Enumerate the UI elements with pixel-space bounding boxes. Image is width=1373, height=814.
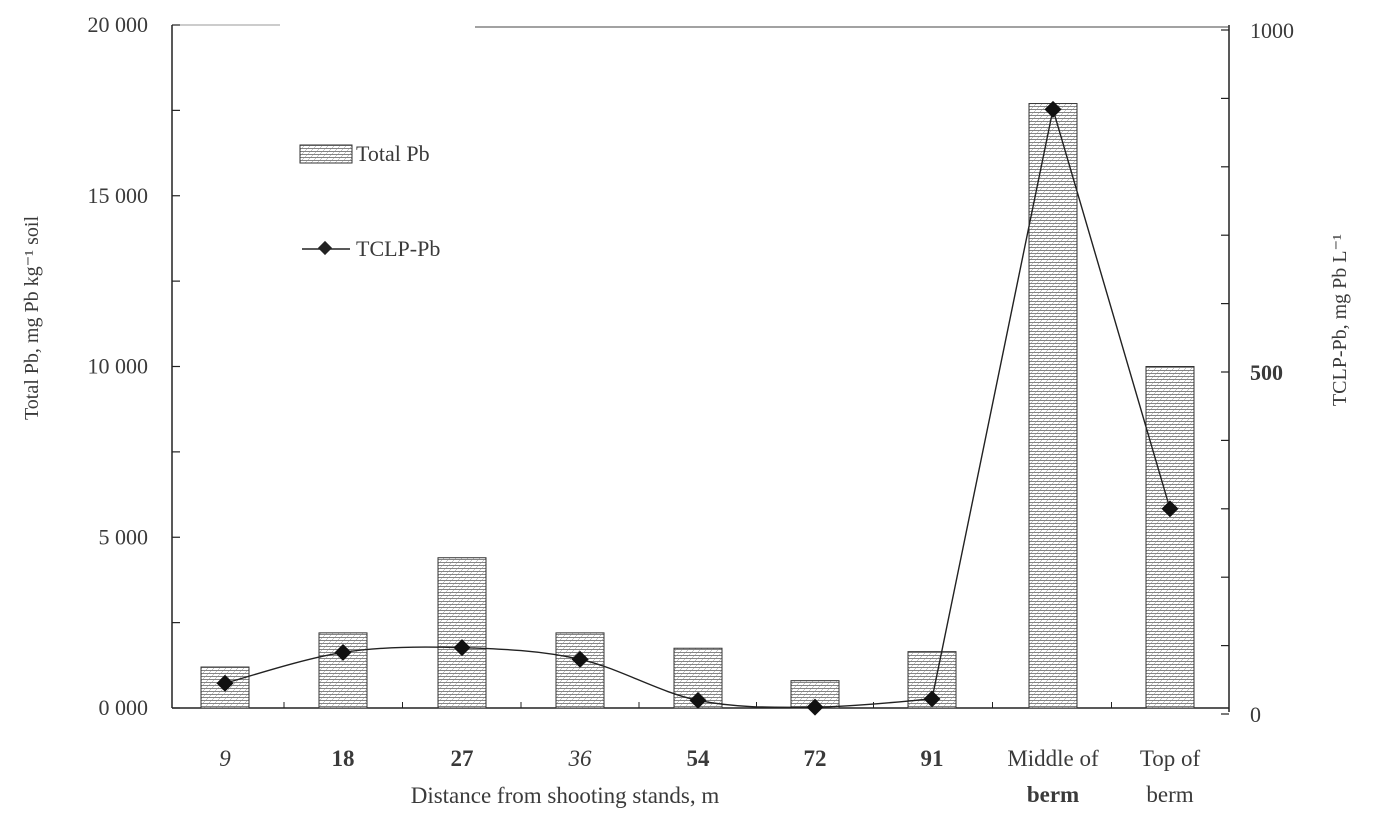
y-left-tick-label: 20 000 xyxy=(88,12,149,37)
x-tick-label-line: 36 xyxy=(568,746,593,771)
point-tclp-pb xyxy=(923,690,941,708)
x-tick-label-line: Top of xyxy=(1140,746,1201,771)
x-tick-label-line: 72 xyxy=(804,746,827,771)
x-tick-label: Top of berm xyxy=(1140,746,1201,807)
point-tclp-pb xyxy=(453,639,471,657)
x-tick-label: 54 xyxy=(687,746,711,771)
x-tick-label-line: Middle of xyxy=(1007,746,1099,771)
x-tick-label: 91 xyxy=(921,746,944,771)
x-tick-label: 36 xyxy=(568,746,593,771)
x-tick-label: 18 xyxy=(332,746,355,771)
y-left-tick-label: 5 000 xyxy=(99,524,149,549)
bar-total-pb xyxy=(437,557,487,709)
y-left-tick-label: 0 000 xyxy=(99,695,149,720)
legend: Total Pb TCLP-Pb xyxy=(299,141,440,261)
y-left-axis-title: Total Pb, mg Pb kg⁻¹ soil xyxy=(21,216,43,421)
legend-line-marker xyxy=(317,240,333,256)
x-tick-label-line: 54 xyxy=(687,746,711,771)
x-tick-label-line: 91 xyxy=(921,746,944,771)
bar-total-pb xyxy=(555,632,605,709)
y-right-tick-label: 0 xyxy=(1250,702,1261,727)
bar-total-pb xyxy=(1145,366,1195,709)
x-tick-label: Middle of berm xyxy=(1007,746,1099,807)
x-tick-label-line: berm xyxy=(1027,782,1079,807)
point-tclp-pb xyxy=(571,650,589,668)
legend-bar-swatch xyxy=(299,144,353,164)
point-tclp-pb xyxy=(806,698,824,716)
legend-bar-label: Total Pb xyxy=(356,141,430,166)
x-tick-label-line: 9 xyxy=(219,746,231,771)
x-tick-label-line: 18 xyxy=(332,746,355,771)
y-left-tick-label: 15 000 xyxy=(88,183,149,208)
point-tclp-pb xyxy=(216,674,234,692)
x-tick-label: 72 xyxy=(804,746,827,771)
x-tick-label: 9 xyxy=(219,746,231,771)
legend-line-label: TCLP-Pb xyxy=(356,236,440,261)
x-tick-label-line: berm xyxy=(1146,782,1193,807)
x-axis-title: Distance from shooting stands, m xyxy=(411,783,720,808)
point-tclp-pb xyxy=(689,691,707,709)
x-tick-label-line: 27 xyxy=(451,746,474,771)
bar-total-pb xyxy=(1028,103,1078,709)
y-left-tick-label: 10 000 xyxy=(88,354,149,379)
y-right-tick-label: 1000 xyxy=(1250,18,1294,43)
point-tclp-pb xyxy=(334,643,352,661)
y-right-axis-title: TCLP-Pb, mg Pb L⁻¹ xyxy=(1329,234,1351,406)
x-tick-label: 27 xyxy=(451,746,474,771)
y-right-tick-label: 500 xyxy=(1250,360,1283,385)
